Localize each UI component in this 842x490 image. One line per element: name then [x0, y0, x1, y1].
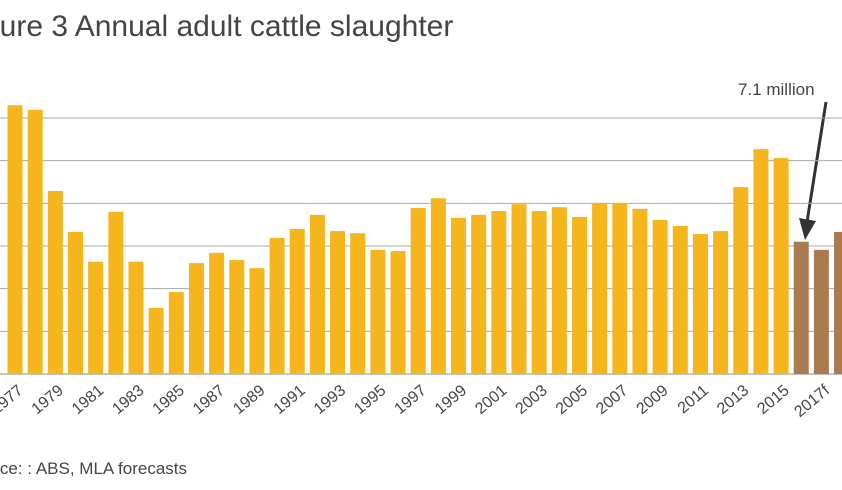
- bar: [108, 211, 124, 374]
- x-tick-label: 1997: [392, 382, 430, 418]
- bar: [88, 261, 104, 374]
- x-tick-label: 1999: [432, 382, 470, 418]
- bar: [7, 105, 23, 374]
- bar: [652, 219, 668, 374]
- bar: [612, 202, 628, 374]
- bar: [188, 263, 204, 374]
- bar: [148, 307, 164, 374]
- annotation: 7.1 million: [738, 80, 815, 99]
- x-tick-label: 2009: [633, 382, 671, 418]
- bar: [672, 225, 688, 374]
- x-tick-label: 1987: [190, 382, 228, 418]
- x-tick-label: 2011: [675, 382, 712, 417]
- bar: [390, 251, 406, 374]
- x-tick-label: 2005: [553, 382, 591, 418]
- x-tick-label: 1979: [29, 382, 67, 418]
- bar: [511, 204, 527, 374]
- bar: [67, 231, 83, 374]
- bar: [551, 207, 567, 374]
- x-tick-label: 1993: [311, 382, 349, 418]
- bar: [571, 216, 587, 374]
- bar: [350, 233, 366, 374]
- x-tick-label: 2007: [593, 382, 631, 418]
- bar: [813, 249, 829, 374]
- source: Source: : ABS, MLA forecasts: [0, 459, 187, 478]
- x-tick-label: 1991: [271, 382, 309, 418]
- bar: [632, 208, 648, 374]
- bar: [330, 231, 346, 374]
- x-tick-label: 2017f: [791, 382, 833, 421]
- bar: [713, 231, 729, 374]
- bar: [209, 252, 225, 374]
- bar: [168, 292, 184, 374]
- bar: [269, 237, 285, 374]
- x-tick-label: 2003: [513, 382, 551, 418]
- bar: [451, 217, 467, 374]
- bar: [753, 149, 769, 374]
- x-tick-label: 2013: [714, 382, 752, 418]
- x-tick-label: 2001: [472, 382, 510, 418]
- bar: [249, 268, 265, 374]
- bar: [834, 231, 842, 374]
- bar: [27, 109, 43, 374]
- bar: [531, 211, 547, 374]
- bar: [793, 241, 809, 374]
- bar: [592, 202, 608, 374]
- bar: [370, 249, 386, 374]
- bar: [471, 214, 487, 374]
- bar: [410, 208, 426, 374]
- bar: [491, 211, 507, 374]
- bar: [229, 260, 245, 374]
- bar: [733, 187, 749, 374]
- x-tick-label: 1989: [230, 382, 268, 418]
- bar: [773, 158, 789, 374]
- x-tick-label: 1995: [351, 382, 389, 418]
- x-tick-label: 1981: [69, 382, 107, 418]
- bar: [309, 214, 325, 374]
- x-tick-label: 1985: [150, 382, 188, 418]
- x-tick-label: 1977: [0, 382, 27, 418]
- chart-title: Figure 3 Annual adult cattle slaughter: [0, 10, 453, 43]
- bar: [289, 228, 305, 374]
- bar: [430, 198, 446, 374]
- bar: [128, 261, 144, 374]
- annotation-arrow: [805, 101, 828, 223]
- bar: [692, 234, 708, 374]
- x-tick-label: 2015: [754, 382, 792, 418]
- arrow-head: [799, 218, 816, 240]
- x-tick-label: 1983: [109, 382, 147, 418]
- bar: [47, 190, 63, 374]
